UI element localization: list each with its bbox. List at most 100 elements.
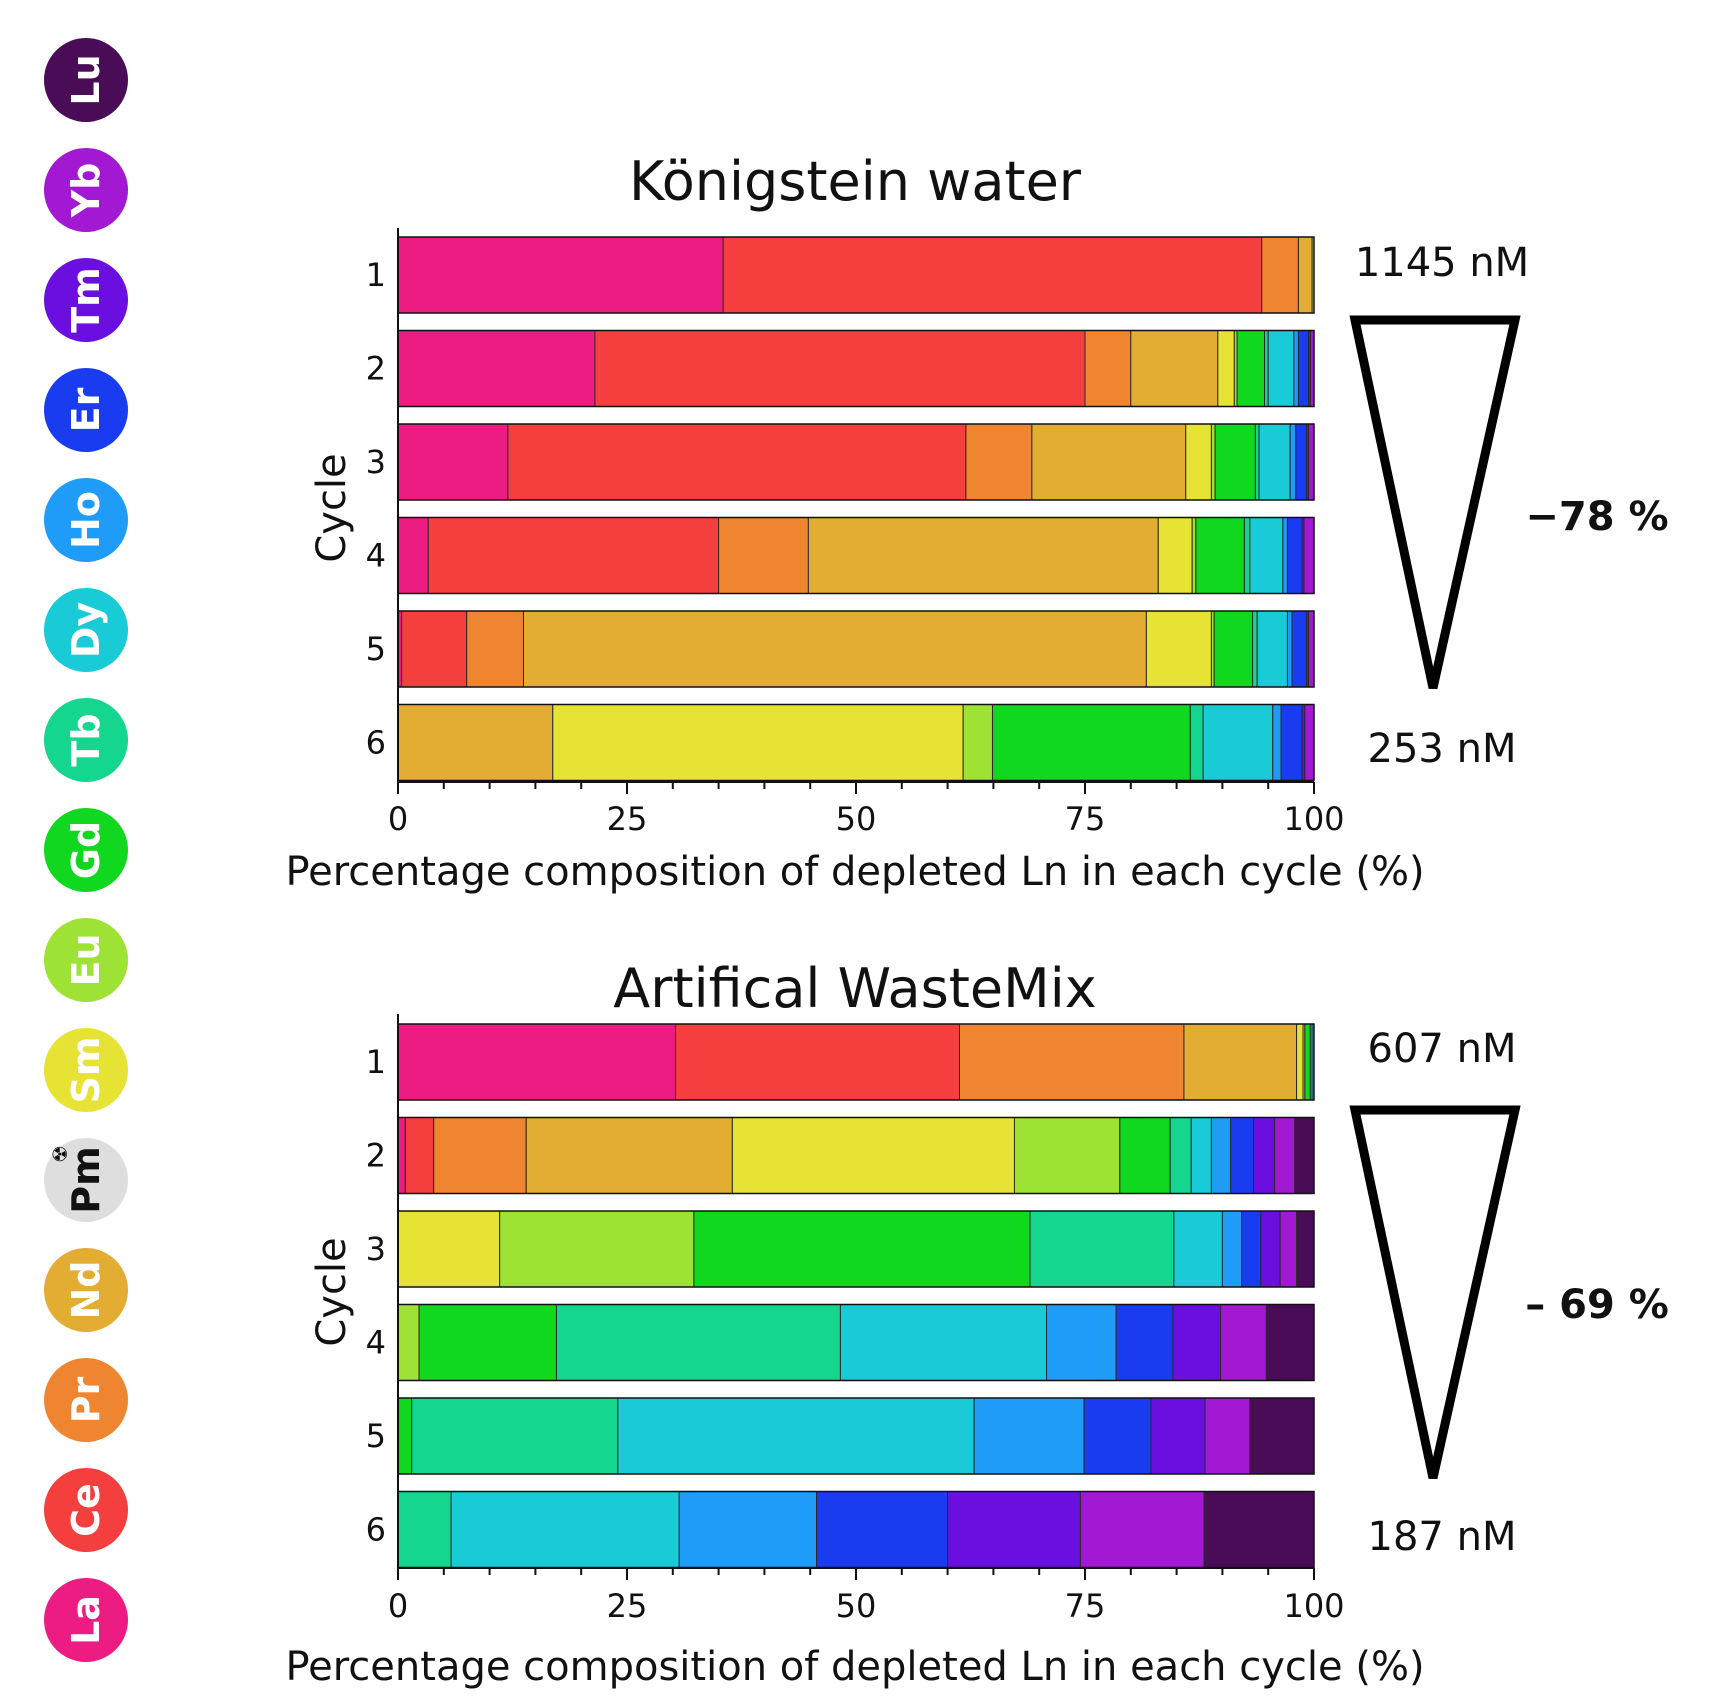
legend-label-lu: Lu — [64, 54, 108, 105]
bar-segment-gd-cycle-3 — [1214, 423, 1256, 501]
y-axis-label-konigstein: Cycle — [309, 453, 355, 562]
bar-segment-eu-cycle-4 — [397, 1304, 420, 1381]
bar-segment-yb-cycle-6 — [1304, 704, 1315, 781]
bar-segment-gd-cycle-2 — [1119, 1117, 1171, 1194]
legend-circle-tm — [44, 258, 128, 342]
wastemix-x-axis: 0 25 50 75 100 — [388, 1014, 1345, 1625]
bar-segment-nd-cycle-2 — [525, 1117, 733, 1194]
depletion-triangle-konigstein — [1349, 315, 1521, 689]
bar-segment-er-cycle-5 — [1291, 610, 1308, 688]
bar-segment-dy-cycle-6 — [1202, 704, 1274, 781]
bar-segment-gd-cycle-5 — [397, 1397, 413, 1475]
bar-segment-tb-cycle-3 — [1254, 423, 1260, 501]
y-tick-label: 6 — [366, 724, 386, 762]
x-tick-label: 100 — [1283, 1587, 1344, 1625]
wastemix-y-ticks: 1 2 3 4 5 6 — [366, 1043, 386, 1549]
konigstein-bars — [397, 236, 1315, 782]
legend-circle-gd — [44, 808, 128, 892]
bar-segment-ce-cycle-3 — [507, 423, 967, 501]
legend-item-sm: Sm — [44, 1028, 128, 1112]
bar-segment-tm-cycle-5 — [1150, 1397, 1206, 1475]
legend-item-yb: Yb — [44, 148, 128, 232]
bar-segment-la-cycle-3 — [397, 423, 509, 501]
legend-item-nd: Nd — [44, 1248, 128, 1332]
x-tick-label: 75 — [1065, 1587, 1106, 1625]
bar-segment-dy-cycle-6 — [450, 1491, 680, 1568]
bar-cycle-1 — [397, 236, 1315, 314]
bar-segment-sm-cycle-2 — [1217, 330, 1235, 407]
bar-segment-tm-cycle-6 — [947, 1491, 1081, 1568]
bar-segment-tm-cycle-2 — [1253, 1117, 1276, 1194]
bar-segment-la-cycle-1 — [397, 236, 724, 314]
legend-label-ce: Ce — [64, 1483, 108, 1537]
bar-segment-er-cycle-5 — [1083, 1397, 1152, 1475]
legend-circle-ce — [44, 1468, 128, 1552]
bar-segment-ho-cycle-3 — [1289, 423, 1297, 501]
legend-label-gd: Gd — [64, 821, 108, 879]
bar-segment-pr-cycle-4 — [718, 517, 809, 594]
start-concentration-konigstein: 1145 nM — [1355, 240, 1529, 286]
legend-label-pr: Pr — [64, 1376, 108, 1423]
konigstein-y-ticks: 1 2 3 4 5 6 — [366, 256, 386, 762]
legend-circle-yb — [44, 148, 128, 232]
y-axis-label-wastemix: Cycle — [309, 1237, 355, 1346]
bar-segment-lu-cycle-6 — [1203, 1491, 1315, 1568]
bar-segment-gd-cycle-5 — [1213, 610, 1254, 688]
bar-segment-pr-cycle-2 — [433, 1117, 527, 1194]
element-legend: Lu Yb Tm Er Ho Dy Tb Gd Eu Sm Pm☢ Nd Pr Ce La — [44, 38, 128, 1662]
bar-segment-yb-cycle-2 — [1274, 1117, 1296, 1194]
legend-circle-ho — [44, 478, 128, 562]
bar-segment-tb-cycle-6 — [397, 1491, 452, 1568]
bar-segment-gd-cycle-6 — [991, 704, 1191, 781]
y-tick-label: 5 — [366, 630, 386, 668]
bar-segment-yb-cycle-5 — [1308, 610, 1315, 688]
legend-circle-dy — [44, 588, 128, 672]
legend-circle-pr — [44, 1358, 128, 1442]
bar-segment-er-cycle-3 — [1295, 423, 1308, 501]
bar-segment-tb-cycle-2 — [1169, 1117, 1192, 1194]
legend-item-eu: Eu — [44, 918, 128, 1002]
bar-cycle-4 — [397, 516, 1315, 595]
legend-circle-pm — [44, 1138, 128, 1222]
x-tick-label: 100 — [1283, 800, 1344, 838]
bar-segment-pr-cycle-1 — [1261, 236, 1299, 314]
bar-cycle-6 — [397, 703, 1315, 782]
bar-segment-eu-cycle-2 — [1013, 1117, 1121, 1194]
legend-circle-eu — [44, 918, 128, 1002]
bar-cycle-2 — [397, 1116, 1315, 1195]
konigstein-chart: Königstein water 1 2 3 4 5 6 0 25 50 75 100 Cycle… — [285, 150, 1668, 895]
bar-segment-er-cycle-4 — [1115, 1304, 1174, 1381]
bar-segment-pr-cycle-5 — [466, 610, 524, 688]
bar-segment-dy-cycle-3 — [1173, 1210, 1223, 1288]
legend-item-gd: Gd — [44, 808, 128, 892]
bar-segment-tb-cycle-3 — [1029, 1210, 1175, 1288]
y-tick-label: 1 — [366, 256, 386, 294]
x-tick-label: 75 — [1065, 800, 1106, 838]
depletion-percent-konigstein: −78 % — [1525, 494, 1668, 540]
legend-circle-er — [44, 368, 128, 452]
bar-segment-la-cycle-1 — [397, 1023, 677, 1101]
bar-segment-sm-cycle-6 — [552, 704, 964, 781]
x-tick-label: 50 — [836, 800, 877, 838]
legend-label-tb: Tb — [64, 713, 108, 766]
legend-label-pm: Pm — [64, 1146, 108, 1213]
bar-segment-gd-cycle-3 — [693, 1210, 1031, 1288]
legend-circle-la — [44, 1578, 128, 1662]
legend-circle-lu — [44, 38, 128, 122]
bar-segment-dy-cycle-5 — [617, 1397, 975, 1475]
bar-segment-ce-cycle-2 — [594, 330, 1086, 407]
legend-circle-sm — [44, 1028, 128, 1112]
bar-cycle-3 — [397, 1210, 1315, 1288]
legend-item-la: La — [44, 1578, 128, 1662]
legend-label-yb: Yb — [64, 163, 108, 219]
legend-label-eu: Eu — [64, 933, 108, 986]
x-tick-label: 50 — [836, 1587, 877, 1625]
chart-title-wastemix: Artifical WasteMix — [613, 957, 1096, 1020]
konigstein-x-axis: 0 25 50 75 100 — [388, 228, 1345, 838]
bar-segment-sm-cycle-1 — [1296, 1023, 1304, 1101]
bar-segment-sm-cycle-3 — [1185, 423, 1212, 501]
legend-item-ho: Ho — [44, 478, 128, 562]
bar-segment-tb-cycle-5 — [411, 1397, 619, 1475]
bar-segment-lu-cycle-2 — [1294, 1117, 1315, 1194]
bar-segment-er-cycle-6 — [816, 1491, 949, 1568]
